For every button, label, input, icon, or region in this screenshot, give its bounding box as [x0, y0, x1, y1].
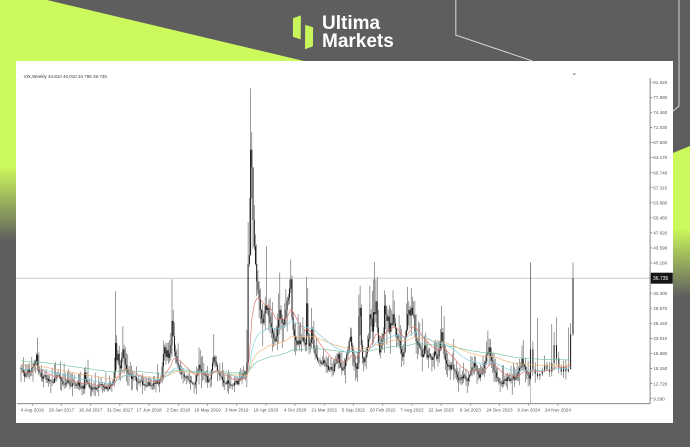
svg-text:64.170: 64.170: [653, 155, 667, 160]
svg-text:57.310: 57.310: [653, 185, 667, 190]
svg-text:43.590: 43.590: [653, 246, 667, 251]
svg-text:19 May 2019: 19 May 2019: [194, 408, 221, 413]
svg-text:19.580: 19.580: [653, 351, 667, 356]
svg-text:2 Dec 2018: 2 Dec 2018: [167, 408, 191, 413]
svg-text:VIX,Weekly 34.810 40.010 34.7: VIX,Weekly 34.810 40.010 34.785 36.735: [24, 74, 108, 79]
svg-text:21 Mar 2021: 21 Mar 2021: [311, 408, 337, 413]
svg-text:24 Nov 2024: 24 Nov 2024: [545, 408, 571, 413]
svg-text:17 Jun 2018: 17 Jun 2018: [136, 408, 162, 413]
svg-text:23.010: 23.010: [653, 336, 667, 341]
svg-text:60.740: 60.740: [653, 170, 667, 175]
svg-text:26.440: 26.440: [653, 321, 667, 326]
svg-text:29 Jan 2017: 29 Jan 2017: [49, 408, 75, 413]
svg-text:9.290: 9.290: [653, 396, 665, 401]
svg-text:19 Apr 2020: 19 Apr 2020: [254, 408, 279, 413]
svg-text:40.160: 40.160: [653, 261, 667, 266]
svg-text:47.020: 47.020: [653, 231, 667, 236]
svg-text:24 Dec 2023: 24 Dec 2023: [486, 408, 512, 413]
svg-text:16 Jul 2017: 16 Jul 2017: [79, 408, 103, 413]
svg-text:71.030: 71.030: [653, 125, 667, 130]
svg-text:29.870: 29.870: [653, 306, 667, 311]
svg-text:36.735: 36.735: [653, 276, 669, 282]
svg-text:9 Jul 2023: 9 Jul 2023: [460, 408, 482, 413]
svg-text:31 Dec 2017: 31 Dec 2017: [107, 408, 133, 413]
svg-text:5 Sep 2021: 5 Sep 2021: [342, 408, 366, 413]
svg-text:33.300: 33.300: [653, 291, 667, 296]
svg-text:20 Feb 2022: 20 Feb 2022: [370, 408, 396, 413]
svg-text:74.460: 74.460: [653, 110, 667, 115]
svg-text:3 Nov 2019: 3 Nov 2019: [225, 408, 249, 413]
svg-text:81.320: 81.320: [653, 80, 667, 85]
svg-text:4 Aug 2016: 4 Aug 2016: [21, 408, 45, 413]
svg-text:9 Jun 2024: 9 Jun 2024: [517, 408, 540, 413]
svg-text:12.720: 12.720: [653, 381, 667, 386]
svg-text:4 Oct 2020: 4 Oct 2020: [284, 408, 307, 413]
svg-text:50.450: 50.450: [653, 216, 667, 221]
svg-text:7 Aug 2022: 7 Aug 2022: [400, 408, 424, 413]
svg-text:22 Jan 2023: 22 Jan 2023: [428, 408, 454, 413]
svg-text:77.890: 77.890: [653, 95, 667, 100]
svg-text:53.880: 53.880: [653, 201, 667, 206]
svg-text:67.600: 67.600: [653, 140, 667, 145]
svg-text:16.150: 16.150: [653, 366, 667, 371]
